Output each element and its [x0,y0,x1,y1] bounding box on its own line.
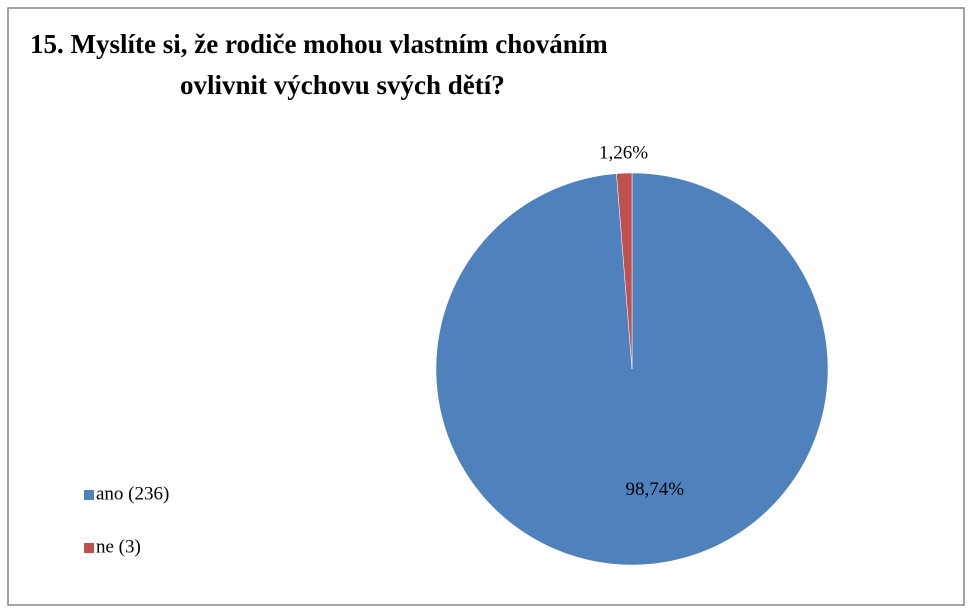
legend-label: ne (3) [96,536,141,557]
data-label: 98,74% [626,479,685,500]
pie-slice [616,172,633,370]
chart-title: ovlivnit výchovu svých dětí? [180,70,505,100]
legend-swatch [84,543,94,553]
data-label: 1,26% [599,143,648,164]
legend-swatch [84,490,94,500]
legend-label: ano (236) [96,483,169,504]
chart-title: 15. Myslíte si, že rodiče mohou vlastním… [30,29,608,59]
